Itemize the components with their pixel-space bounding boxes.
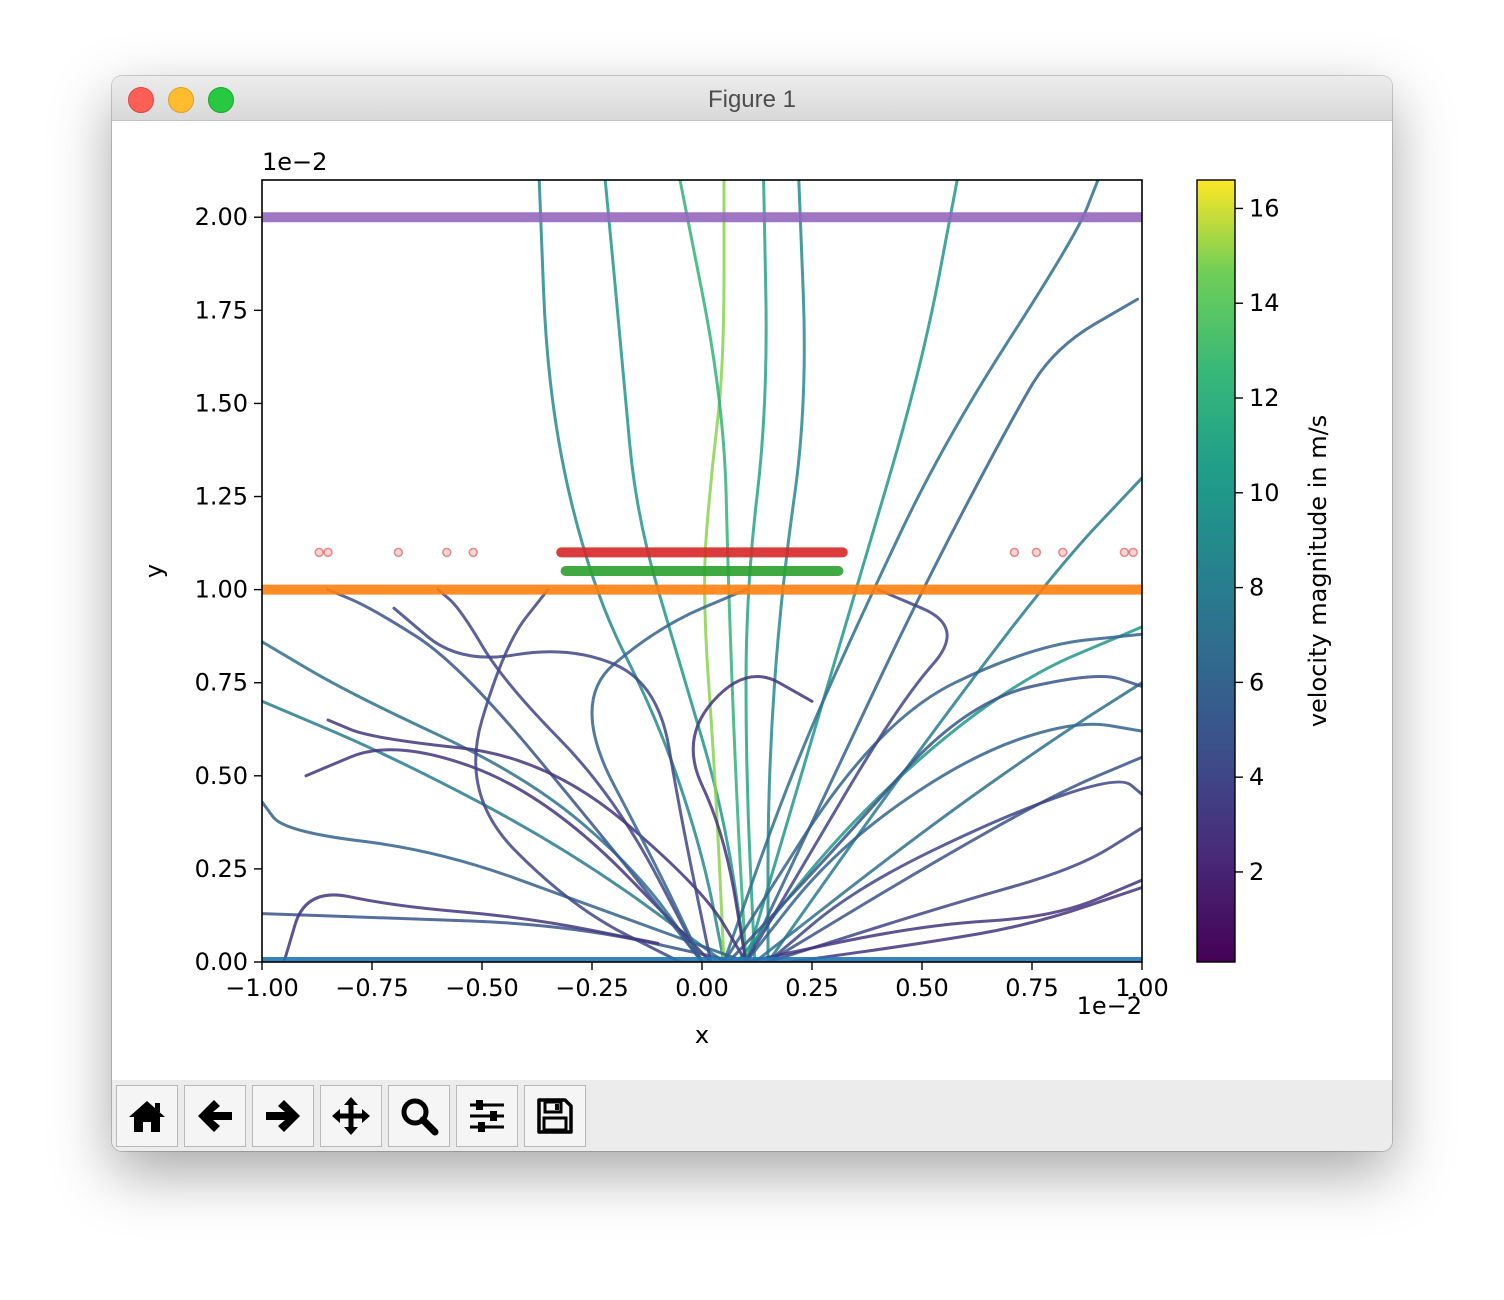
sliders-icon — [470, 1100, 504, 1132]
forward-button[interactable] — [252, 1085, 314, 1147]
red-scatter-point — [314, 547, 324, 558]
home-button[interactable] — [116, 1085, 178, 1147]
y-tick-label: 1.75 — [195, 296, 248, 324]
y-axis-label: y — [140, 564, 168, 578]
particle-trajectory — [282, 893, 660, 962]
colorbar-label: velocity magnitude in m/s — [1304, 415, 1332, 727]
red-scatter-point — [468, 547, 478, 558]
colorbar-tick-label: 16 — [1249, 194, 1280, 222]
particle-trajectory — [744, 180, 959, 962]
particle-trajectory — [788, 886, 1142, 962]
red-scatter-point — [1119, 547, 1130, 558]
particle-trajectory — [753, 681, 1142, 962]
plot-area — [262, 180, 1142, 962]
particle-trajectory — [744, 722, 1142, 962]
colorbar-ticks: 2 4 6 8 10 12 14 16 — [1235, 194, 1280, 886]
x-axis-ticks: −1.00 −0.75 −0.50 −0.25 0.00 0.25 0.50 0.75 1.00 — [225, 962, 1169, 1002]
x-tick-label: 1.00 — [1115, 974, 1168, 1002]
particle-trajectory — [766, 755, 1142, 962]
y-tick-label: 0.00 — [195, 948, 248, 976]
colorbar-tick-label: 12 — [1249, 384, 1280, 412]
colorbar-tick-label: 14 — [1249, 289, 1280, 317]
particle-trajectory — [744, 297, 1140, 962]
figure-window: Figure 1 −1.00 −0.75 −0.50 −0 — [112, 76, 1392, 1151]
particle-trajectory — [326, 718, 748, 962]
particle-trajectory — [766, 826, 1142, 962]
particle-trajectory — [735, 625, 1142, 962]
x-tick-label: −0.25 — [555, 974, 629, 1002]
zoom-icon — [401, 1098, 439, 1136]
chart-svg[interactable]: −1.00 −0.75 −0.50 −0.25 0.00 0.25 0.50 0.75 1.00… — [112, 120, 1392, 1080]
figure-canvas[interactable]: −1.00 −0.75 −0.50 −0.25 0.00 0.25 0.50 0.75 1.00… — [112, 120, 1392, 1080]
particle-trajectory — [744, 588, 949, 962]
particle-trajectory — [262, 699, 726, 962]
particle-trajectory — [722, 180, 1100, 962]
colorbar-tick-label: 4 — [1249, 763, 1264, 791]
red-scatter-point — [442, 547, 452, 558]
x-tick-label: −1.00 — [225, 974, 299, 1002]
x-tick-label: 0.75 — [1005, 974, 1058, 1002]
save-button[interactable] — [524, 1085, 586, 1147]
x-tick-label: 0.00 — [675, 974, 728, 1002]
x-tick-label: −0.50 — [445, 974, 519, 1002]
colorbar — [1196, 179, 1236, 963]
title-bar[interactable]: Figure 1 — [112, 76, 1392, 121]
y-tick-label: 1.50 — [195, 389, 248, 417]
x-tick-label: −0.75 — [335, 974, 409, 1002]
particle-trajectory — [766, 180, 806, 962]
save-icon — [537, 1098, 573, 1134]
red-scatter-point — [1128, 547, 1138, 558]
zoom-window-button[interactable] — [208, 87, 234, 113]
window-title: Figure 1 — [707, 86, 797, 113]
red-scatter-point — [1009, 547, 1020, 558]
particle-trajectory — [726, 675, 1142, 962]
particle-trajectory — [537, 180, 726, 962]
y-tick-label: 1.00 — [195, 576, 248, 604]
y-axis-ticks: 0.00 0.25 0.50 0.75 1.00 1.25 1.50 1.75 2.00 — [195, 203, 262, 976]
red-scatter-point — [393, 547, 404, 558]
particle-trajectory — [766, 780, 1142, 962]
particle-trajectory — [262, 640, 704, 962]
y-tick-label: 0.75 — [195, 669, 248, 697]
particle-trajectory — [722, 632, 1142, 962]
move-icon — [332, 1097, 370, 1135]
particle-trajectory — [703, 180, 726, 962]
x-tick-label: 0.50 — [895, 974, 948, 1002]
x-axis-label: x — [695, 1021, 709, 1049]
colorbar-tick-label: 10 — [1249, 479, 1280, 507]
red-scatter-point — [1031, 547, 1042, 558]
y-tick-label: 0.50 — [195, 762, 248, 790]
colorbar-tick-label: 6 — [1249, 668, 1264, 696]
x-offset-text: 1e−2 — [1077, 992, 1142, 1020]
particle-trajectory — [262, 800, 748, 962]
red-scatter-point — [323, 547, 333, 558]
zoom-button[interactable] — [388, 1085, 450, 1147]
y-offset-text: 1e−2 — [262, 148, 327, 176]
arrow-right-icon — [266, 1100, 300, 1132]
particle-trajectory — [392, 606, 713, 962]
navigation-toolbar — [112, 1080, 1392, 1151]
y-tick-label: 2.00 — [195, 203, 248, 231]
home-icon — [129, 1101, 165, 1132]
particle-trajectory — [744, 878, 1142, 962]
particle-trajectory — [691, 675, 814, 962]
y-tick-label: 1.25 — [195, 483, 248, 511]
y-tick-label: 0.25 — [195, 855, 248, 883]
particle-trajectory — [326, 588, 704, 962]
minimize-button[interactable] — [168, 87, 194, 113]
colorbar-tick-label: 2 — [1249, 858, 1264, 886]
colorbar-tick-label: 8 — [1249, 574, 1264, 602]
configure-subplots-button[interactable] — [456, 1085, 518, 1147]
close-button[interactable] — [128, 87, 154, 113]
x-tick-label: 0.25 — [785, 974, 838, 1002]
back-button[interactable] — [184, 1085, 246, 1147]
arrow-left-icon — [198, 1100, 232, 1132]
particle-trajectory — [590, 588, 748, 962]
red-scatter-point — [1058, 547, 1068, 558]
particle-trajectory — [744, 180, 768, 962]
pan-button[interactable] — [320, 1085, 382, 1147]
